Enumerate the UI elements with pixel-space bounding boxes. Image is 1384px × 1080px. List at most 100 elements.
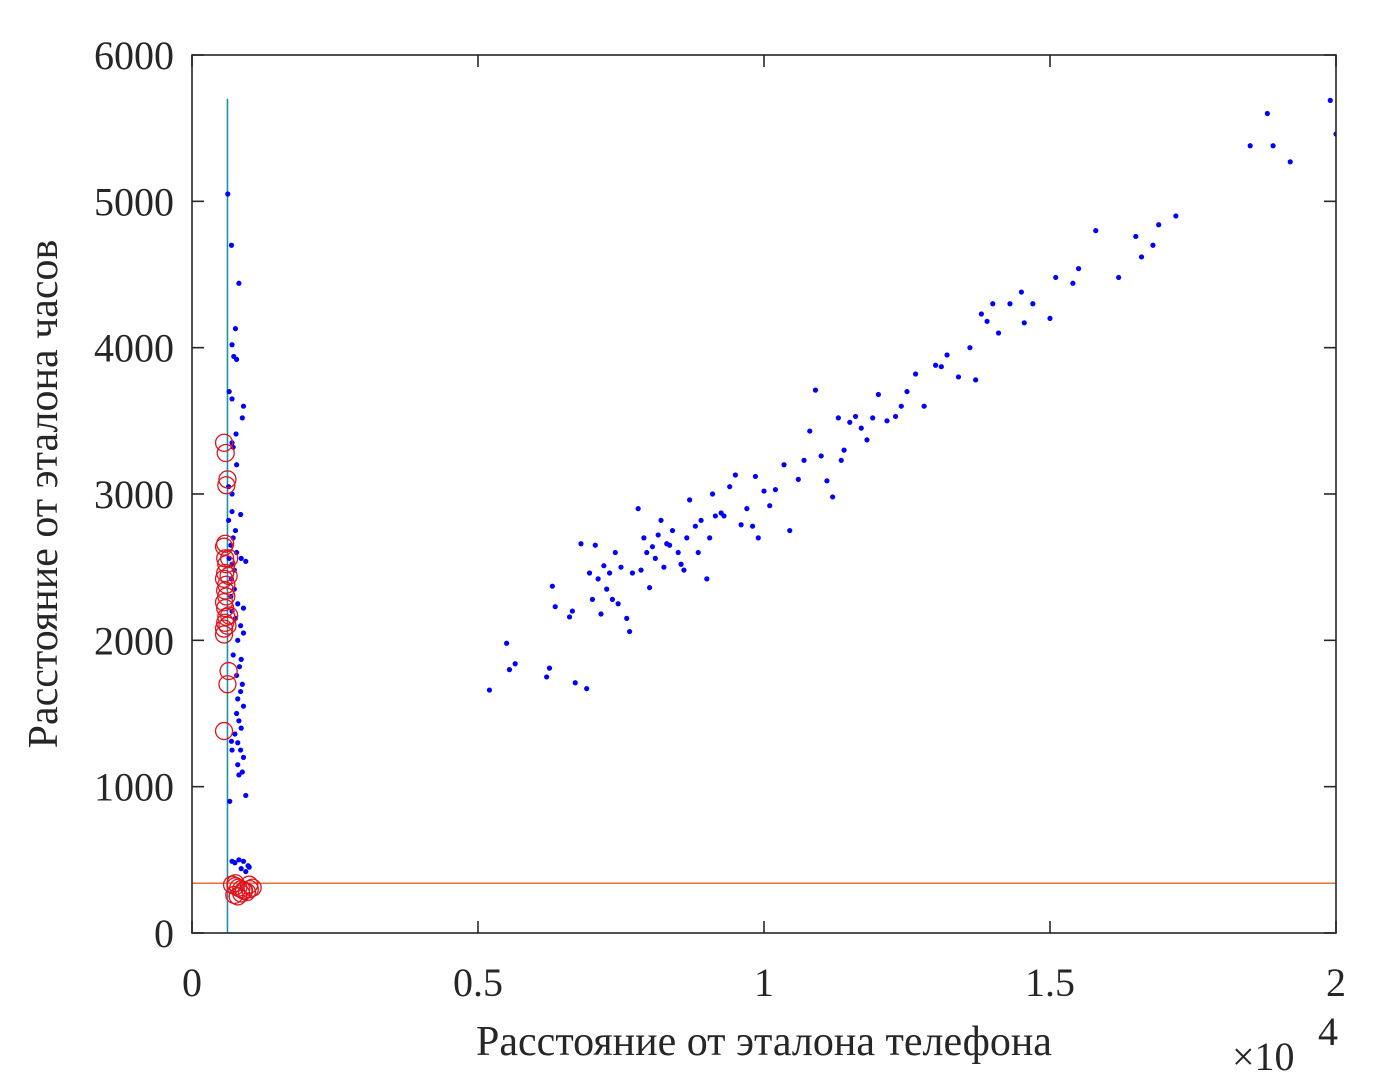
data-point — [727, 484, 733, 490]
data-point — [732, 472, 739, 478]
outlier-marker — [214, 593, 234, 612]
x-axis-title: Расстояние от эталона телефона — [476, 1019, 1052, 1065]
outlier-marker — [219, 661, 238, 681]
data-point — [1247, 143, 1253, 149]
data-point — [240, 703, 247, 709]
data-point — [933, 362, 939, 368]
data-point — [1070, 280, 1076, 286]
data-point — [234, 356, 240, 362]
data-point — [233, 431, 239, 437]
data-point — [486, 687, 493, 693]
data-point — [995, 330, 1002, 336]
data-point — [598, 611, 604, 617]
data-point — [235, 637, 241, 643]
data-point — [629, 570, 636, 576]
data-point — [864, 437, 870, 443]
data-point — [544, 674, 550, 680]
outlier-marker — [219, 566, 238, 586]
outlier-marker — [216, 549, 235, 568]
data-point — [546, 665, 553, 671]
data-point — [230, 652, 236, 658]
data-point — [240, 630, 247, 636]
data-point — [512, 661, 518, 667]
data-point — [238, 725, 244, 731]
x-tick-label: 1 — [754, 960, 774, 1005]
data-point — [1133, 233, 1139, 240]
data-point — [812, 387, 819, 393]
data-point — [712, 513, 718, 519]
data-point — [801, 457, 807, 463]
data-point — [1173, 213, 1179, 219]
data-point — [239, 415, 245, 421]
data-point — [227, 798, 233, 804]
x-exponent-label: ×10 — [1232, 1034, 1295, 1079]
data-point — [238, 747, 244, 753]
outlier-marker — [214, 433, 234, 452]
x-tick-label: 0 — [182, 960, 202, 1005]
data-point — [506, 667, 513, 673]
data-point — [1156, 222, 1162, 228]
data-point — [595, 576, 601, 582]
data-point — [238, 511, 244, 518]
outlier-marker — [217, 575, 236, 594]
x-tick-label: 1.5 — [1025, 960, 1075, 1005]
data-point — [236, 280, 242, 286]
data-point — [695, 549, 701, 556]
data-point — [232, 860, 238, 866]
data-point — [232, 326, 239, 332]
data-point — [1264, 110, 1270, 117]
data-point — [240, 858, 247, 864]
data-point — [1116, 274, 1122, 281]
data-point — [601, 563, 607, 569]
data-point — [678, 561, 684, 567]
data-point — [847, 419, 853, 425]
y-axis-title: Расстояние от эталона часов — [21, 240, 67, 749]
data-point — [234, 462, 240, 468]
outlier-marker — [226, 874, 245, 893]
data-point — [236, 857, 242, 863]
data-point — [234, 710, 240, 717]
data-point — [684, 535, 690, 541]
data-point — [675, 549, 681, 556]
outlier-marker — [228, 887, 247, 906]
data-point — [239, 681, 245, 687]
axis-labels: 0 0.5 1 1.5 2 0 1000 2000 3000 4000 5000 6000 Рассто… — [21, 33, 1346, 1079]
y-tick-label: 2000 — [94, 618, 174, 663]
data-point — [655, 532, 661, 538]
data-point — [641, 535, 647, 541]
data-point — [239, 769, 245, 775]
data-point — [240, 403, 247, 409]
data-point — [240, 754, 247, 761]
x-tick-label: 0.5 — [453, 960, 503, 1005]
series-1 — [214, 433, 262, 906]
data-point — [1287, 159, 1293, 165]
outlier-marker — [220, 606, 239, 625]
axes-box — [191, 54, 1337, 934]
data-point — [687, 497, 693, 503]
data-point — [892, 413, 899, 420]
data-point — [967, 345, 973, 351]
data-point — [744, 506, 750, 512]
data-point — [973, 377, 979, 383]
y-tick-label: 6000 — [94, 33, 174, 78]
data-point — [235, 601, 241, 607]
data-point — [649, 544, 656, 550]
data-point — [824, 478, 830, 484]
data-point — [658, 517, 664, 523]
data-point — [615, 601, 621, 607]
data-point — [661, 564, 667, 570]
series-0 — [225, 97, 1336, 875]
data-point — [624, 615, 630, 621]
data-point — [647, 585, 653, 591]
data-point — [552, 604, 558, 610]
data-point — [781, 462, 787, 468]
x-exponent-power: 4 — [1318, 1009, 1338, 1054]
data-point — [838, 457, 844, 463]
data-point — [235, 740, 241, 746]
outlier-marker — [217, 476, 236, 495]
data-point — [238, 866, 244, 872]
data-point — [772, 487, 779, 493]
data-point — [830, 494, 836, 500]
data-point — [549, 583, 555, 589]
